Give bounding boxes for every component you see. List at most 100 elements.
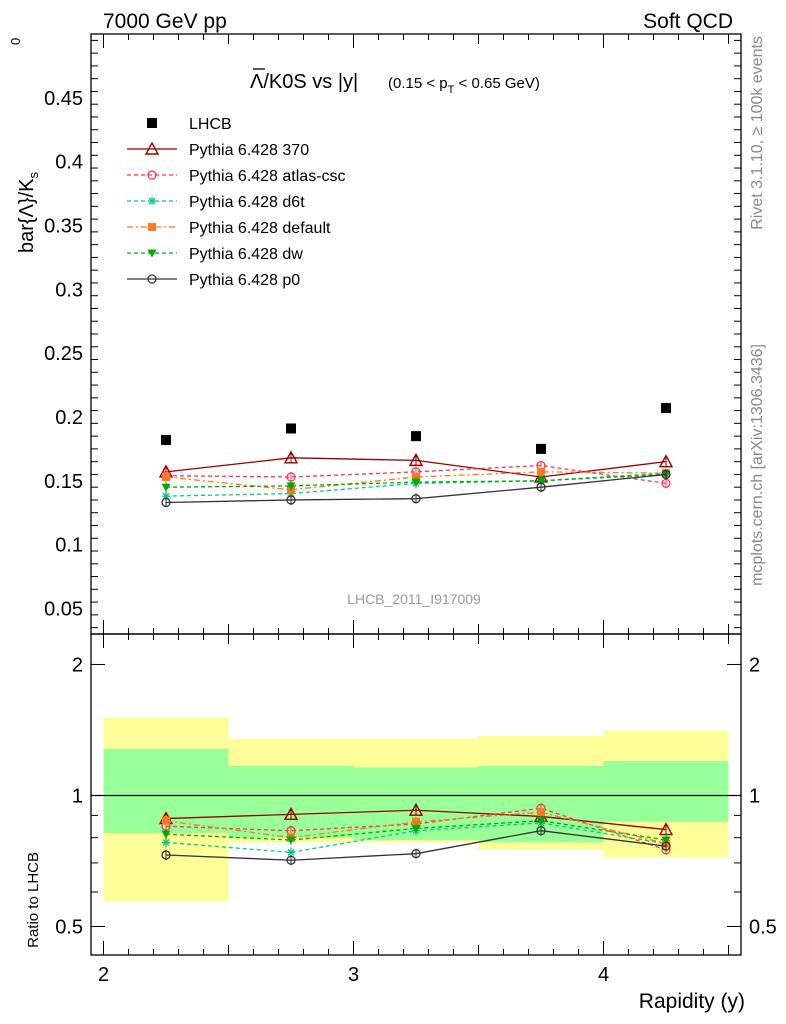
ratio-point-dw-2 bbox=[411, 824, 421, 833]
ratio-point-p0-3-shape bbox=[536, 826, 546, 836]
main-point-dw-0 bbox=[161, 483, 171, 492]
main-point-dw-2 bbox=[411, 478, 421, 487]
legend-label-atlas: Pythia 6.428 atlas-csc bbox=[189, 168, 346, 185]
main-point-dw-3-shape bbox=[536, 477, 546, 486]
main-point-default-0 bbox=[162, 472, 170, 481]
main-point-p370-4-shape bbox=[658, 454, 674, 468]
main-ytick-label-5: 0.3 bbox=[55, 279, 83, 301]
main-point-d6t-0 bbox=[162, 492, 170, 501]
legend-label-d6t: Pythia 6.428 d6t bbox=[189, 194, 305, 211]
main-point-data-2 bbox=[411, 431, 421, 442]
legend-entry-p370: Pythia 6.428 370 bbox=[127, 141, 309, 159]
header-left: 7000 GeV pp bbox=[103, 10, 227, 33]
main-point-d6t-0-shape bbox=[162, 492, 170, 501]
analysis-watermark: LHCB_2011_I917009 bbox=[347, 591, 481, 607]
legend-entry-default: Pythia 6.428 default bbox=[127, 220, 331, 237]
band-inner-1 bbox=[228, 765, 354, 838]
ratio-point-dw-0 bbox=[161, 830, 171, 839]
main-point-data-0 bbox=[161, 434, 171, 445]
ratio-point-default-3-shape bbox=[537, 808, 545, 817]
main-plot-marks bbox=[158, 403, 674, 508]
legend-label-default: Pythia 6.428 default bbox=[189, 220, 331, 237]
main-point-p370-2-shape bbox=[408, 452, 424, 467]
subtitle-subscript: T bbox=[448, 84, 455, 96]
main-ytick-label-0: 0.05 bbox=[44, 598, 83, 620]
main-ytick-label-3: 0.2 bbox=[55, 407, 83, 429]
main-point-data-2-shape bbox=[411, 431, 421, 442]
main-ylabel: bar{Λ}/Ks bbox=[16, 172, 41, 254]
ratio-point-d6t-1-shape bbox=[287, 848, 295, 857]
ratio-point-d6t-1 bbox=[287, 848, 295, 857]
xtick-label-0: 2 bbox=[98, 964, 109, 986]
legend-marker-d6t-shape bbox=[148, 197, 156, 205]
main-point-dw-1 bbox=[286, 482, 296, 491]
xtick-label-2: 4 bbox=[598, 964, 609, 986]
main-point-p0-2 bbox=[411, 494, 421, 504]
main-point-default-0-shape bbox=[162, 472, 170, 481]
main-point-dw-3 bbox=[536, 477, 546, 486]
ratio-point-p0-4 bbox=[661, 841, 671, 851]
main-point-p0-4 bbox=[661, 469, 671, 480]
legend-entry-data: LHCB bbox=[147, 116, 232, 133]
main-point-data-1-shape bbox=[286, 423, 296, 434]
ratio-point-default-0 bbox=[162, 816, 170, 825]
ratio-point-dw-0-shape bbox=[161, 830, 171, 839]
ratio-point-p0-3 bbox=[536, 826, 546, 836]
legend-marker-atlas-shape bbox=[147, 170, 157, 180]
main-point-default-2-shape bbox=[412, 472, 420, 481]
legend-marker-p0 bbox=[147, 274, 157, 284]
main-point-data-4-shape bbox=[661, 403, 671, 414]
legend-marker-dw-shape bbox=[147, 249, 157, 258]
chart-title: Λ/K0S vs |y| bbox=[250, 71, 358, 93]
main-point-p0-3 bbox=[536, 482, 546, 492]
ratio-ytick-label-right-2: 2 bbox=[749, 654, 760, 676]
legend-marker-atlas bbox=[147, 170, 157, 180]
ratio-point-p0-4-shape bbox=[661, 841, 671, 851]
main-point-p0-1-shape bbox=[286, 495, 296, 505]
main-ylabel-sup: 0 bbox=[8, 38, 23, 45]
legend-marker-d6t bbox=[148, 197, 156, 205]
legend-marker-p0-shape bbox=[147, 274, 157, 284]
ratio-point-dw-3 bbox=[536, 817, 546, 826]
legend-label-data: LHCB bbox=[189, 116, 232, 133]
ratio-point-p0-2-shape bbox=[411, 849, 421, 859]
ratio-frame bbox=[90, 633, 742, 956]
main-point-default-3 bbox=[537, 467, 545, 476]
ratio-point-default-2 bbox=[412, 817, 420, 826]
ratio-point-dw-4 bbox=[661, 836, 671, 845]
legend-label-p0: Pythia 6.428 p0 bbox=[189, 272, 300, 289]
ratio-point-default-2-shape bbox=[412, 817, 420, 826]
legend-label-p370: Pythia 6.428 370 bbox=[189, 142, 309, 159]
ratio-point-p0-2 bbox=[411, 849, 421, 859]
ratio-point-p370-2 bbox=[408, 802, 424, 816]
ratio-point-dw-2-shape bbox=[411, 824, 421, 833]
main-ytick-label-4: 0.25 bbox=[44, 343, 83, 365]
xtick-label-1: 3 bbox=[348, 964, 359, 986]
ratio-ytick-label-left-0: 0.5 bbox=[55, 916, 83, 938]
ratio-point-d6t-0-shape bbox=[162, 838, 170, 847]
legend-entry-dw: Pythia 6.428 dw bbox=[127, 246, 303, 263]
ratio-point-p370-1-shape bbox=[283, 806, 299, 821]
ratio-point-p370-4 bbox=[658, 822, 674, 836]
main-ytick-label-1: 0.1 bbox=[55, 535, 83, 557]
ratio-point-p0-0 bbox=[161, 850, 171, 860]
main-point-p0-1 bbox=[286, 495, 296, 505]
ratio-point-d6t-0 bbox=[162, 838, 170, 847]
subtitle-part-2: < 0.65 GeV) bbox=[454, 75, 539, 92]
main-point-dw-0-shape bbox=[161, 483, 171, 492]
main-point-default-3-shape bbox=[537, 467, 545, 476]
mcplots-label: mcplots.cern.ch [arXiv:1306.3436] bbox=[749, 344, 766, 586]
legend-entry-p0: Pythia 6.428 p0 bbox=[127, 272, 300, 289]
ratio-plot-marks bbox=[158, 802, 674, 866]
main-ytick-label-8: 0.45 bbox=[44, 88, 83, 110]
ratio-point-default-3 bbox=[537, 808, 545, 817]
main-point-dw-1-shape bbox=[286, 482, 296, 491]
xlabel: Rapidity (y) bbox=[639, 990, 745, 1013]
ratio-point-dw-3-shape bbox=[536, 817, 546, 826]
main-ylabel-text: bar{Λ}/K bbox=[16, 178, 38, 253]
legend-marker-p370-shape bbox=[144, 141, 160, 155]
legend-entry-atlas: Pythia 6.428 atlas-csc bbox=[127, 168, 346, 185]
ratio-ytick-label-left-2: 2 bbox=[72, 654, 83, 676]
main-point-p370-1 bbox=[283, 450, 299, 464]
